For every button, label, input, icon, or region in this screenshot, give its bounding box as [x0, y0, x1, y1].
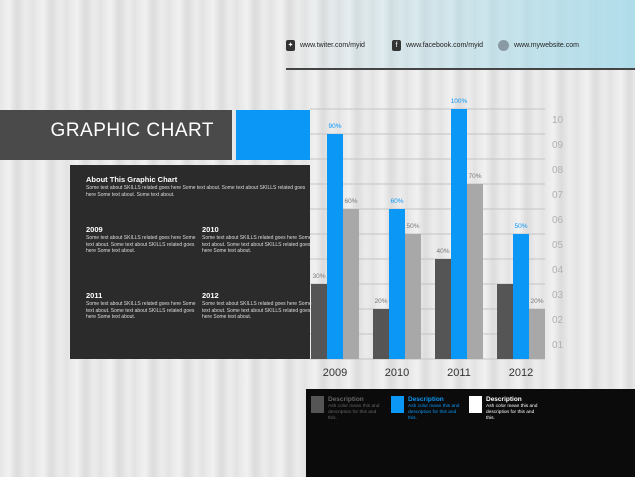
bar: [311, 284, 327, 359]
bar: [389, 209, 405, 359]
legend: Description Ash color mean this and desc…: [306, 389, 635, 477]
data-label: 50%: [406, 223, 419, 230]
info-panel: About This Graphic Chart Some text about…: [70, 165, 312, 359]
y-tick-label: 03: [552, 290, 564, 301]
info-year-2012: 2012: [202, 291, 219, 300]
info-year-2009: 2009: [86, 225, 103, 234]
x-tick-label: 2011: [447, 367, 471, 379]
data-label: 60%: [390, 198, 403, 205]
top-glow: [290, 0, 635, 70]
data-label: 20%: [530, 298, 543, 305]
data-label: 90%: [328, 123, 341, 130]
data-label: 20%: [374, 298, 387, 305]
legend-label: Description: [328, 396, 364, 403]
data-label: 40%: [436, 248, 449, 255]
bar: [343, 209, 359, 359]
data-label: 50%: [514, 223, 527, 230]
social-links: ✦ www.twiter.com/myid f www.facebook.com…: [286, 40, 635, 56]
social-link-text: www.twiter.com/myid: [300, 42, 365, 49]
info-text: Some text about SKILLS related goes here…: [86, 185, 306, 198]
bar: [513, 234, 529, 359]
info-year-text: Some text about SKILLS related goes here…: [86, 235, 196, 254]
legend-text: Ash color mean this and description for …: [408, 404, 460, 421]
info-year-2010: 2010: [202, 225, 219, 234]
legend-swatch: [391, 396, 404, 413]
legend-label: Description: [486, 396, 522, 403]
x-tick-label: 2010: [385, 367, 409, 379]
y-tick-label: 09: [552, 140, 564, 151]
bar: [435, 259, 451, 359]
bar: [497, 284, 513, 359]
info-year-text: Some text about SKILLS related goes here…: [86, 301, 196, 320]
title-bar: GRAPHIC CHART: [0, 110, 232, 160]
y-tick-label: 07: [552, 190, 564, 201]
data-label: 70%: [468, 173, 481, 180]
legend-label: Description: [408, 396, 444, 403]
y-tick-label: 08: [552, 165, 564, 176]
bar: [529, 309, 545, 359]
info-year-text: Some text about SKILLS related goes here…: [202, 301, 312, 320]
legend-swatch: [469, 396, 482, 413]
social-link-website[interactable]: www.mywebsite.com: [498, 40, 579, 51]
y-tick-label: 02: [552, 315, 564, 326]
bar: [405, 234, 421, 359]
data-label: 60%: [344, 198, 357, 205]
y-tick-label: 06: [552, 215, 564, 226]
globe-icon: [498, 40, 509, 51]
y-tick-label: 05: [552, 240, 564, 251]
accent-box: [236, 110, 310, 160]
legend-swatch: [311, 396, 324, 413]
social-link-twitter[interactable]: ✦ www.twiter.com/myid: [286, 40, 365, 51]
info-year-2011: 2011: [86, 291, 103, 300]
bar: [373, 309, 389, 359]
bar: [451, 109, 467, 359]
page-title: GRAPHIC CHART: [50, 120, 214, 141]
info-year-text: Some text about SKILLS related goes here…: [202, 235, 312, 254]
legend-text: Ash color mean this and description for …: [486, 404, 538, 421]
info-heading: About This Graphic Chart: [86, 175, 178, 184]
social-link-facebook[interactable]: f www.facebook.com/myid: [392, 40, 483, 51]
y-tick-label: 04: [552, 265, 564, 276]
x-tick-label: 2009: [323, 367, 347, 379]
bar: [467, 184, 483, 359]
social-link-text: www.mywebsite.com: [514, 42, 579, 49]
bar: [327, 134, 343, 359]
facebook-icon: f: [392, 40, 401, 51]
y-tick-label: 01: [552, 340, 564, 351]
header-divider: [286, 68, 635, 70]
data-label: 30%: [312, 273, 325, 280]
data-label: 100%: [451, 98, 468, 105]
y-tick-label: 10: [552, 115, 564, 126]
evernote-icon: ✦: [286, 40, 295, 51]
x-tick-label: 2012: [509, 367, 533, 379]
social-link-text: www.facebook.com/myid: [406, 42, 484, 49]
legend-text: Ash color mean this and description for …: [328, 404, 380, 421]
